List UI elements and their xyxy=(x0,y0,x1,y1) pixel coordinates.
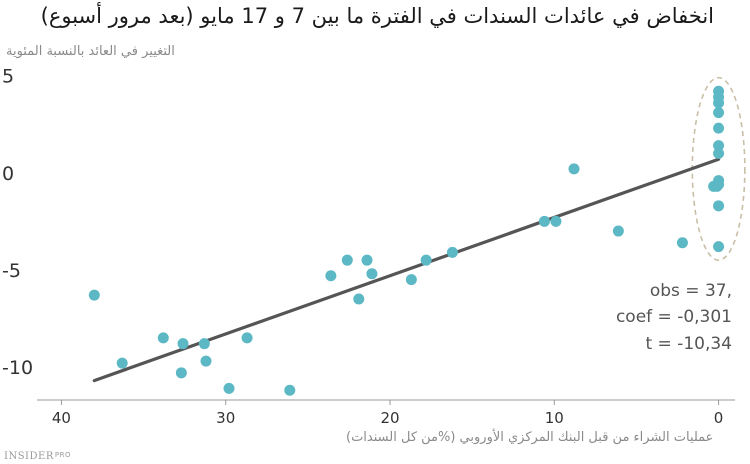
chart-title: انخفاض في عائدات السندات في الفترة ما بي… xyxy=(40,4,714,28)
y-axis-label: التغيير في العائد بالنسبة المئوية xyxy=(6,44,175,59)
logo-sub: PRO xyxy=(54,451,71,459)
data-point xyxy=(538,215,550,227)
data-point xyxy=(341,254,353,266)
stat-t: t = -10,34 xyxy=(645,334,732,354)
data-point xyxy=(366,268,378,280)
trend-line xyxy=(92,157,721,383)
data-point xyxy=(175,367,187,379)
data-point xyxy=(446,246,458,258)
data-point xyxy=(325,270,337,282)
stat-coef: coef = -0,301 xyxy=(615,307,732,327)
x-tick-label: 20 xyxy=(380,409,399,427)
data-point xyxy=(711,180,723,192)
data-point xyxy=(713,140,725,152)
data-point xyxy=(550,215,562,227)
x-tick-label: 30 xyxy=(216,409,235,427)
data-point xyxy=(157,332,169,344)
y-tick-label: 0 xyxy=(2,163,14,185)
data-point xyxy=(116,357,128,369)
y-tick-label: -5 xyxy=(2,260,21,282)
data-point xyxy=(713,107,725,119)
data-point xyxy=(88,289,100,301)
x-axis-label: عمليات الشراء من قبل البنك المركزي الأور… xyxy=(346,430,714,445)
data-point xyxy=(568,163,580,175)
data-point xyxy=(713,241,725,253)
x-tick-label: 10 xyxy=(545,409,564,427)
y-tick-label: 5 xyxy=(2,66,14,88)
y-tick-label: -10 xyxy=(2,357,33,379)
data-point xyxy=(713,97,725,109)
data-point xyxy=(241,332,253,344)
data-point xyxy=(284,384,296,396)
data-point xyxy=(223,382,235,394)
data-point xyxy=(713,122,725,134)
data-point xyxy=(713,200,725,212)
stat-obs: obs = 37, xyxy=(649,281,732,301)
data-point xyxy=(612,225,624,237)
data-point xyxy=(420,254,432,266)
data-point xyxy=(713,147,725,159)
data-point xyxy=(353,293,365,305)
data-point xyxy=(676,237,688,249)
data-point xyxy=(361,254,373,266)
data-point xyxy=(198,338,210,350)
data-point xyxy=(177,338,189,350)
logo-main: INSIDER xyxy=(4,451,54,462)
x-tick-label: 40 xyxy=(52,409,71,427)
x-tick-label: 0 xyxy=(714,409,724,427)
data-point xyxy=(200,355,212,367)
data-point xyxy=(405,274,417,286)
insider-pro-logo: INSIDERPRO xyxy=(4,451,71,462)
